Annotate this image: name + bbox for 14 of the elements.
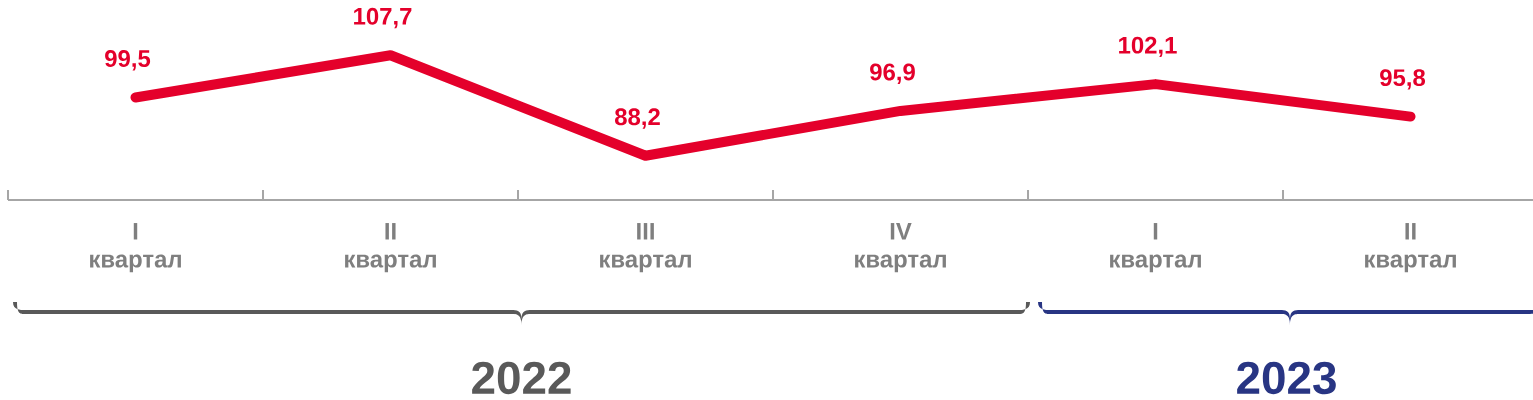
data-label: 95,8 xyxy=(1380,69,1426,90)
x-tick-label: I квартал xyxy=(1110,223,1201,273)
data-label: 88,2 xyxy=(614,108,660,129)
data-label: 107,7 xyxy=(354,7,412,29)
data-label: 96,9 xyxy=(870,63,915,84)
x-tick-label: II квартал xyxy=(1365,223,1456,273)
x-tick-label: III квартал xyxy=(600,223,691,273)
text: 2022 xyxy=(472,361,571,395)
x-tick-label: I квартал xyxy=(90,223,181,273)
data-label: 102,1 xyxy=(1119,36,1177,58)
x-tick-label: IV квартал xyxy=(855,223,946,273)
x-tick-label: II квартал xyxy=(345,223,436,273)
data-label: 99,5 xyxy=(105,50,151,71)
text: 2023 xyxy=(1237,361,1336,395)
